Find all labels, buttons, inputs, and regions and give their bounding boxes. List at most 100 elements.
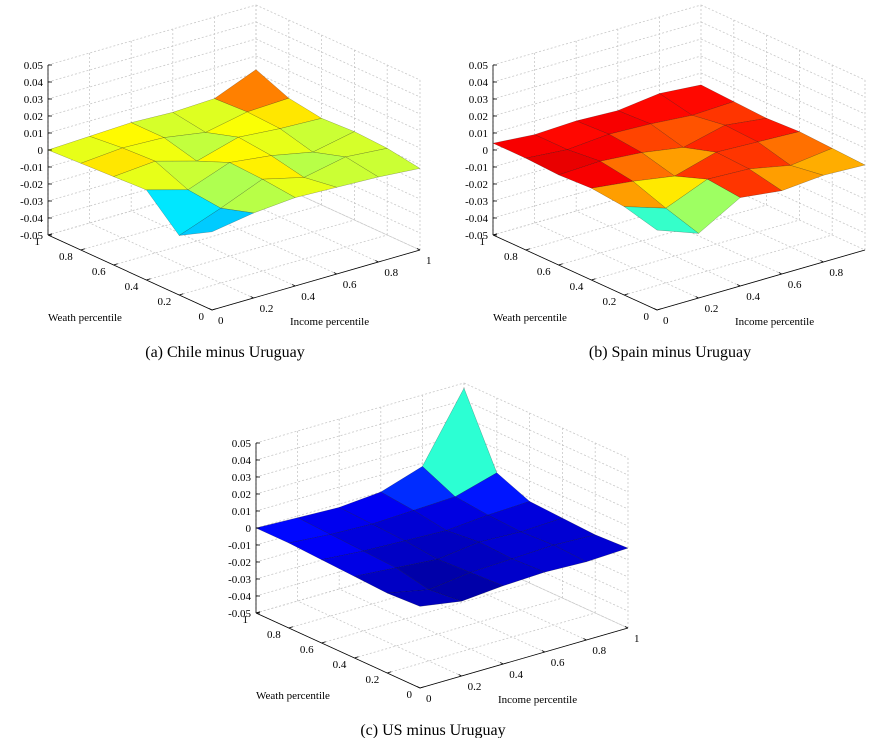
grid-line — [492, 38, 702, 100]
y-tick-label: 0.4 — [125, 281, 139, 293]
grid-line — [534, 222, 699, 299]
surface-patch — [748, 165, 825, 191]
y-axis-line — [47, 234, 213, 311]
surface-patch — [422, 387, 498, 498]
z-tick-label: -0.05 — [228, 608, 251, 620]
y-tick — [591, 278, 596, 281]
surface-patch — [641, 147, 717, 177]
x-tick-label: 0.2 — [260, 303, 274, 315]
surface-patch — [487, 501, 564, 533]
y-tick-label: 0 — [644, 311, 650, 323]
grid-line — [624, 234, 833, 296]
y-axis-label: Weath percentile — [493, 312, 567, 324]
grid-line — [255, 382, 465, 444]
x-axis-label: Income percentile — [735, 316, 814, 328]
y-tick — [179, 293, 184, 296]
y-tick-label: 0.2 — [365, 674, 379, 686]
surface-patch — [757, 131, 833, 166]
x-tick — [737, 284, 741, 287]
y-tick — [656, 308, 662, 311]
grid-line — [255, 4, 421, 81]
surface-patch — [380, 466, 456, 511]
grid-line — [47, 4, 257, 66]
z-tick-label: 0.04 — [469, 77, 489, 89]
y-tick — [492, 233, 498, 236]
y-tick-label: 0.6 — [300, 644, 314, 656]
x-tick-label: 0 — [663, 315, 669, 327]
y-tick-label: 0.6 — [92, 266, 106, 278]
surface-patch — [362, 540, 439, 569]
surface-patch — [255, 517, 332, 544]
y-tick-label: 0 — [199, 311, 205, 323]
y-tick — [80, 248, 85, 251]
y-axis-line — [492, 234, 658, 311]
surface-patch — [47, 136, 124, 164]
x-axis-label: Income percentile — [290, 316, 369, 328]
y-tick-label: 0.8 — [267, 629, 281, 641]
grid-line — [146, 219, 355, 281]
y-tick — [387, 671, 392, 674]
z-tick-label: 0.05 — [232, 438, 252, 450]
grid-line — [387, 612, 596, 674]
x-tick — [250, 296, 254, 299]
z-tick-label: 0.05 — [469, 60, 489, 72]
z-tick-label: -0.04 — [20, 213, 43, 225]
y-axis-label: Weath percentile — [48, 312, 122, 324]
surface-patch — [617, 93, 693, 125]
x-tick — [541, 650, 545, 653]
x-tick-label: 0.2 — [468, 681, 482, 693]
x-axis-line — [656, 249, 866, 311]
y-tick-label: 0.2 — [602, 296, 616, 308]
z-tick-label: -0.01 — [228, 540, 251, 552]
y-tick — [47, 233, 53, 236]
x-tick — [458, 674, 462, 677]
x-tick — [416, 248, 421, 251]
y-tick — [321, 641, 326, 644]
surface-patch — [525, 149, 601, 176]
y-axis-label: Weath percentile — [256, 690, 330, 702]
grid-line — [179, 234, 388, 296]
z-tick-label: 0.02 — [24, 111, 43, 123]
x-tick-label: 0 — [218, 315, 224, 327]
z-tick-label: 0.01 — [24, 128, 43, 140]
surface-patch — [387, 589, 462, 607]
grid-line — [113, 204, 322, 266]
y-tick — [211, 308, 217, 311]
z-tick-label: -0.02 — [228, 557, 251, 569]
y-tick-label: 1 — [35, 236, 41, 248]
grid-line — [591, 219, 800, 281]
x-axis-label: Income percentile — [498, 694, 577, 706]
y-tick-label: 0 — [407, 689, 413, 701]
grid-line — [700, 4, 866, 81]
x-tick — [500, 662, 504, 665]
grid-line — [492, 21, 702, 83]
z-tick-label: -0.03 — [228, 574, 251, 586]
x-tick-label: 1 — [426, 255, 432, 267]
grid-line — [255, 399, 465, 461]
z-tick-label: -0.01 — [465, 162, 488, 174]
z-tick-label: -0.01 — [20, 162, 43, 174]
y-tick-label: 0.8 — [59, 251, 73, 263]
y-tick — [113, 263, 118, 266]
grid-line — [47, 55, 257, 117]
x-axis-line — [419, 627, 629, 689]
surface-patch — [665, 178, 741, 234]
x-tick — [778, 272, 782, 275]
y-axis-line — [255, 612, 421, 689]
y-tick-label: 0.8 — [504, 251, 518, 263]
x-tick-label: 0.4 — [746, 291, 760, 303]
y-tick-label: 1 — [243, 614, 249, 626]
grid-line — [47, 72, 257, 134]
grid-line — [492, 55, 702, 117]
surface-patch — [179, 207, 255, 236]
x-tick-label: 0 — [426, 693, 432, 705]
z-tick-label: 0.02 — [469, 111, 488, 123]
grid-line — [255, 416, 465, 478]
z-tick-label: 0.03 — [24, 94, 44, 106]
grid-line — [47, 38, 257, 100]
y-tick — [288, 626, 293, 629]
y-tick-label: 0.6 — [537, 266, 551, 278]
y-tick — [624, 293, 629, 296]
y-tick-label: 0.4 — [333, 659, 347, 671]
y-tick — [255, 611, 261, 614]
